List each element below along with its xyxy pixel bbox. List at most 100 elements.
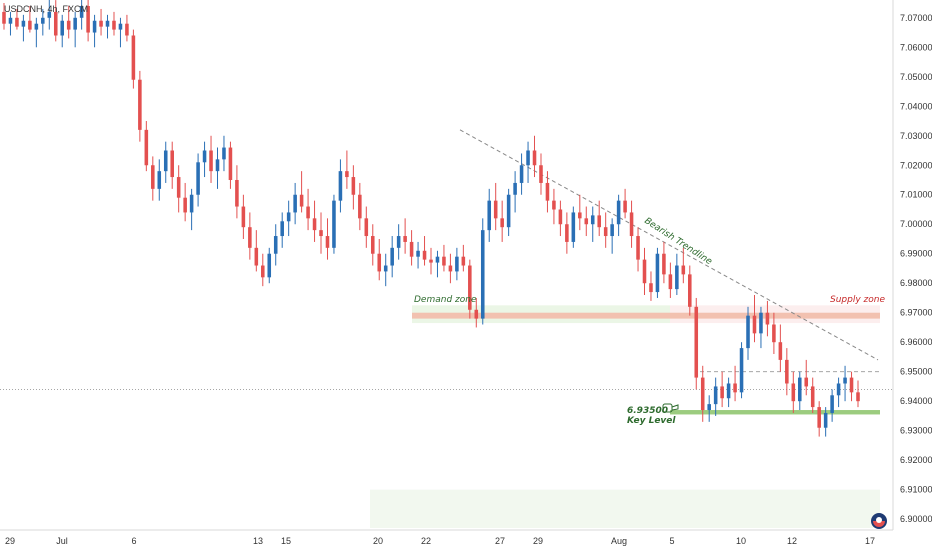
candle[interactable] bbox=[713, 377, 718, 416]
candle[interactable] bbox=[480, 218, 485, 325]
candle[interactable] bbox=[383, 253, 388, 287]
candle[interactable] bbox=[370, 224, 375, 266]
candle[interactable] bbox=[273, 224, 278, 266]
candle[interactable] bbox=[8, 11, 13, 36]
candle[interactable] bbox=[261, 253, 265, 287]
candle[interactable] bbox=[53, 0, 58, 42]
candle[interactable] bbox=[526, 141, 530, 183]
candle[interactable] bbox=[662, 241, 666, 284]
candle[interactable] bbox=[565, 212, 569, 254]
candle[interactable] bbox=[649, 271, 653, 301]
candle[interactable] bbox=[189, 188, 194, 231]
candle[interactable] bbox=[513, 171, 517, 213]
candle[interactable] bbox=[823, 407, 828, 437]
candle[interactable] bbox=[28, 6, 32, 33]
candle[interactable] bbox=[390, 236, 394, 278]
candle[interactable] bbox=[235, 165, 239, 219]
candle[interactable] bbox=[280, 212, 284, 248]
candle[interactable] bbox=[86, 0, 90, 42]
candle[interactable] bbox=[131, 29, 136, 89]
candle[interactable] bbox=[623, 188, 627, 219]
candle[interactable] bbox=[849, 371, 854, 402]
candle[interactable] bbox=[487, 188, 492, 242]
candle[interactable] bbox=[752, 295, 757, 343]
candle[interactable] bbox=[105, 14, 110, 39]
candle[interactable] bbox=[170, 141, 174, 189]
candle[interactable] bbox=[474, 297, 479, 328]
candle[interactable] bbox=[836, 377, 841, 408]
candle[interactable] bbox=[209, 135, 213, 183]
candle[interactable] bbox=[319, 212, 323, 254]
candle[interactable] bbox=[552, 188, 556, 225]
candle[interactable] bbox=[532, 135, 537, 178]
candle[interactable] bbox=[176, 165, 181, 213]
candle[interactable] bbox=[66, 6, 71, 39]
candle[interactable] bbox=[539, 153, 543, 195]
candle[interactable] bbox=[358, 182, 362, 231]
candle[interactable] bbox=[215, 147, 220, 189]
candle[interactable] bbox=[144, 121, 149, 172]
candle[interactable] bbox=[248, 212, 252, 260]
candle[interactable] bbox=[584, 206, 589, 237]
candle[interactable] bbox=[778, 324, 783, 372]
candles-layer[interactable] bbox=[2, 0, 860, 437]
candle[interactable] bbox=[409, 230, 414, 266]
candle[interactable] bbox=[675, 253, 679, 296]
candle[interactable] bbox=[306, 188, 310, 231]
candle[interactable] bbox=[99, 8, 103, 36]
candle[interactable] bbox=[47, 0, 52, 30]
candle[interactable] bbox=[797, 371, 802, 411]
candle[interactable] bbox=[655, 247, 660, 298]
candle[interactable] bbox=[34, 17, 39, 48]
candle[interactable] bbox=[739, 342, 744, 399]
candle[interactable] bbox=[616, 194, 621, 237]
candle[interactable] bbox=[118, 17, 123, 48]
candle[interactable] bbox=[138, 70, 142, 142]
candle[interactable] bbox=[312, 200, 317, 242]
candle[interactable] bbox=[422, 236, 427, 266]
candle[interactable] bbox=[810, 377, 815, 413]
candle[interactable] bbox=[765, 300, 770, 337]
candle[interactable] bbox=[642, 247, 647, 296]
candle[interactable] bbox=[325, 218, 330, 260]
candle[interactable] bbox=[163, 141, 168, 183]
candle[interactable] bbox=[228, 141, 233, 189]
candle[interactable] bbox=[700, 365, 705, 422]
candle[interactable] bbox=[726, 377, 731, 408]
candle[interactable] bbox=[286, 200, 291, 237]
candle[interactable] bbox=[681, 247, 686, 284]
candle[interactable] bbox=[694, 297, 699, 390]
candle[interactable] bbox=[416, 241, 420, 269]
candle[interactable] bbox=[151, 156, 155, 201]
candle[interactable] bbox=[636, 227, 640, 272]
candle[interactable] bbox=[338, 159, 343, 213]
candle[interactable] bbox=[396, 224, 401, 260]
candle[interactable] bbox=[830, 389, 834, 422]
candle[interactable] bbox=[21, 14, 26, 42]
candle[interactable] bbox=[254, 230, 259, 272]
candle[interactable] bbox=[804, 359, 809, 396]
candle[interactable] bbox=[461, 244, 466, 272]
candle[interactable] bbox=[578, 194, 582, 231]
candle[interactable] bbox=[429, 247, 433, 275]
candle[interactable] bbox=[733, 365, 737, 402]
candle[interactable] bbox=[60, 14, 65, 48]
candle[interactable] bbox=[856, 380, 860, 408]
candle[interactable] bbox=[455, 247, 459, 281]
candle[interactable] bbox=[299, 171, 304, 213]
candle[interactable] bbox=[157, 159, 162, 201]
candle[interactable] bbox=[183, 182, 187, 222]
candle[interactable] bbox=[707, 395, 711, 422]
candle[interactable] bbox=[41, 8, 45, 36]
candle[interactable] bbox=[15, 8, 19, 30]
candle[interactable] bbox=[403, 218, 407, 254]
candle[interactable] bbox=[222, 135, 226, 172]
candle[interactable] bbox=[590, 206, 595, 242]
candle[interactable] bbox=[610, 218, 614, 254]
candle[interactable] bbox=[112, 11, 116, 36]
candle[interactable] bbox=[629, 200, 634, 248]
candle[interactable] bbox=[435, 250, 440, 278]
candle[interactable] bbox=[125, 14, 129, 42]
candle[interactable] bbox=[668, 262, 673, 298]
